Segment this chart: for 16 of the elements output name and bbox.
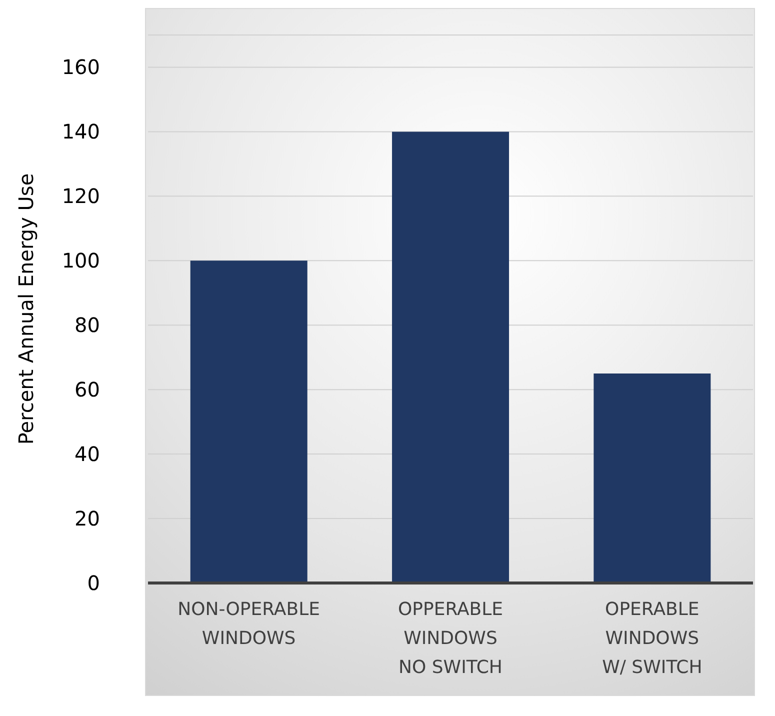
- y-tick-label: 20: [74, 506, 100, 531]
- y-tick-label: 60: [74, 378, 100, 402]
- y-tick-label: 80: [74, 313, 100, 338]
- bar: [392, 132, 510, 583]
- y-tick-label: 140: [62, 120, 100, 144]
- y-tick-label: 100: [62, 248, 100, 273]
- y-axis-title: Percent Annual Energy Use: [14, 173, 38, 445]
- y-tick-label: 160: [62, 55, 100, 80]
- x-tick-label: NON-OPERABLE WINDOWS: [178, 599, 320, 649]
- y-tick-label: 40: [74, 442, 100, 466]
- x-tick-label: OPERABLE WINDOWS W/ SWITCH: [602, 599, 702, 678]
- bar: [190, 260, 308, 583]
- x-tick-label: OPPERABLE WINDOWS NO SWITCH: [398, 599, 504, 678]
- y-tick-label: 0: [87, 571, 100, 595]
- y-tick-label: 120: [62, 184, 100, 208]
- bar: [594, 373, 711, 583]
